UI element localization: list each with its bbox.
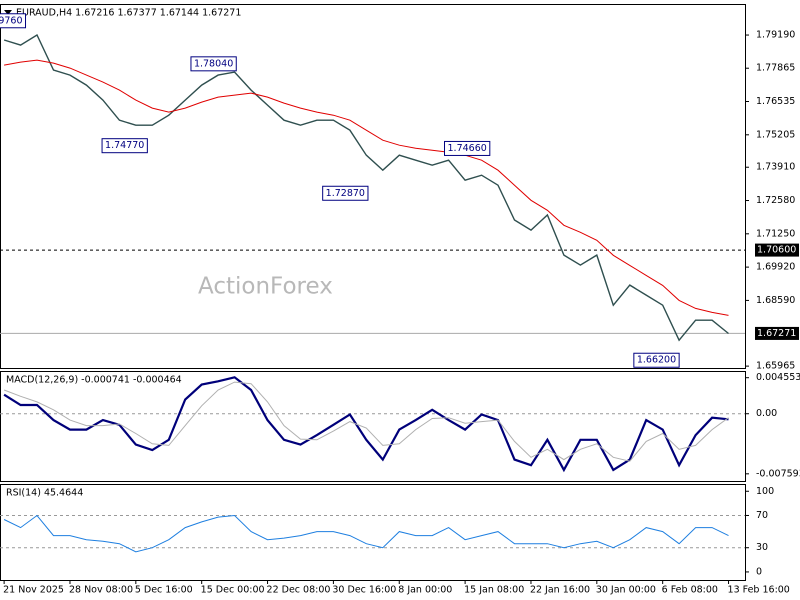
y-tick-label: 1.68590 [756, 295, 795, 306]
x-tick-label: 13 Feb 16:00 [728, 585, 790, 596]
annotation-box [101, 138, 148, 154]
x-tick-label: 5 Dec 16:00 [135, 585, 193, 596]
y-tick-label: 0.004553 [756, 372, 800, 383]
menu-icon [4, 10, 12, 15]
x-tick-label: 6 Feb 08:00 [662, 585, 718, 596]
annotation-label: 1.72870 [326, 188, 365, 199]
annotation-box [322, 185, 369, 201]
annotation-label: 1.74660 [448, 143, 487, 154]
annotation-box [190, 56, 237, 72]
x-tick-label: 28 Nov 08:00 [69, 585, 133, 596]
annotation-box [633, 352, 680, 368]
x-tick-label: 15 Dec 00:00 [201, 585, 265, 596]
panel-frame [0, 4, 746, 369]
annotation-label: 1.78040 [194, 58, 233, 69]
series-line [3, 33, 729, 342]
price-label: 1.67271 [757, 328, 796, 339]
y-tick-label: 70 [756, 510, 768, 521]
x-tick-label: 30 Jan 00:00 [596, 585, 656, 596]
series-line [4, 59, 729, 316]
price-label-box [755, 243, 799, 257]
y-tick-label: 0.00 [756, 408, 777, 419]
y-tick-label: 1.79190 [756, 30, 795, 41]
y-tick-label: 0 [756, 566, 762, 577]
x-tick-label: 21 Nov 2025 [3, 585, 64, 596]
annotation-box [0, 13, 27, 29]
x-tick-label: 8 Jan 00:00 [398, 585, 452, 596]
series-line [3, 376, 729, 473]
y-tick-label: 1.69920 [756, 262, 795, 273]
y-tick-label: 1.77865 [756, 63, 795, 74]
annotation-label: 1.74770 [105, 140, 144, 151]
y-tick-label: 30 [756, 542, 768, 553]
panel-title: EURAUD,H4 1.67216 1.67377 1.67144 1.6727… [16, 8, 241, 19]
y-tick-label: 1.73910 [756, 162, 795, 173]
price-label-box [755, 326, 799, 340]
y-tick-label: 1.72580 [756, 195, 795, 206]
annotation-label: 1.79760 [0, 15, 23, 26]
panel-frame [0, 484, 746, 581]
x-tick-label: 22 Dec 08:00 [267, 585, 331, 596]
panel-title: MACD(12,26,9) -0.000741 -0.000464 [6, 375, 182, 386]
x-tick-label: 15 Jan 08:00 [464, 585, 524, 596]
y-tick-label: 1.65965 [756, 361, 795, 372]
annotation-box [444, 140, 491, 156]
series-line [3, 381, 729, 462]
price-label: 1.70600 [757, 245, 796, 256]
y-tick-label: 100 [756, 486, 774, 497]
x-tick-label: 30 Dec 16:00 [332, 585, 396, 596]
panel-frame [0, 371, 746, 482]
y-tick-label: 1.71250 [756, 228, 795, 239]
series-line [3, 514, 729, 553]
y-tick-label: 1.75205 [756, 129, 795, 140]
watermark: ActionForex [198, 274, 333, 300]
annotation-label: 1.66200 [637, 355, 676, 366]
y-tick-label: -0.007593 [756, 468, 800, 479]
panel-title: RSI(14) 45.4644 [6, 488, 83, 499]
y-tick-label: 1.76535 [756, 96, 795, 107]
x-tick-label: 22 Jan 16:00 [530, 585, 590, 596]
